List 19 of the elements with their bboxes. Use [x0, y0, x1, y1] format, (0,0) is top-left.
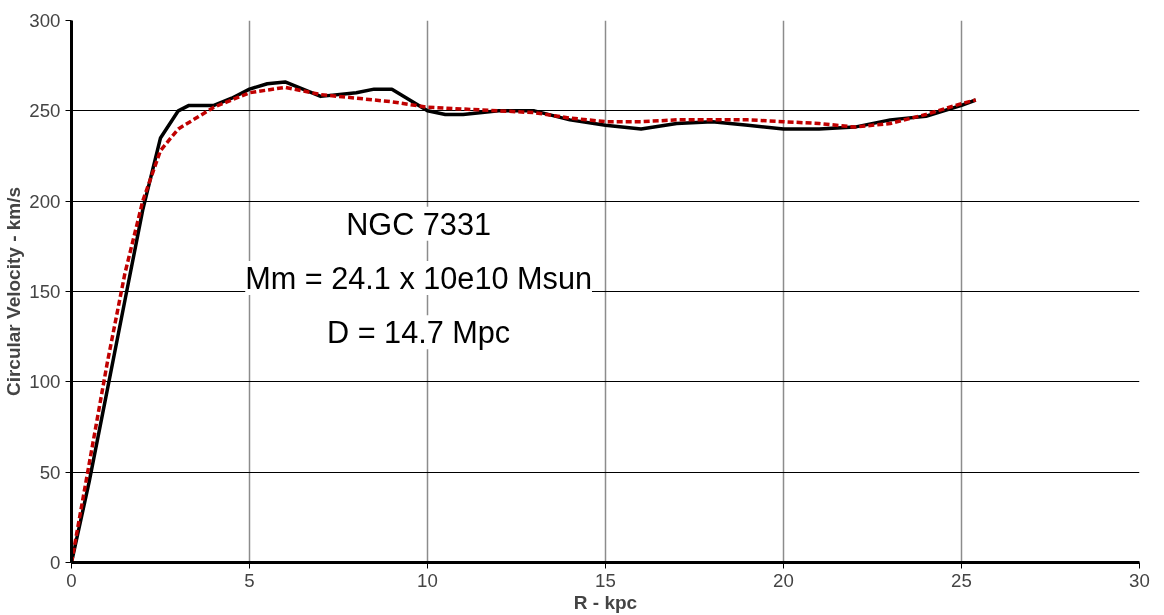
y-tick-label: 200	[29, 190, 61, 212]
x-tick-label: 5	[244, 569, 255, 591]
x-tick-label: 15	[595, 569, 616, 591]
x-axis-title: R - kpc	[573, 591, 638, 613]
x-tick-label: 30	[1129, 569, 1150, 591]
y-tick-label: 300	[29, 10, 61, 31]
x-tick-label: 20	[773, 569, 794, 591]
y-tick-label: 100	[29, 371, 61, 393]
y-tick-label: 150	[29, 281, 61, 302]
y-tick-label: 0	[50, 552, 61, 573]
x-tick-label: 0	[66, 569, 77, 591]
y-axis-title: Circular Velocity - km/s	[3, 186, 25, 397]
y-tick-label: 50	[39, 461, 61, 483]
x-tick-label: 25	[951, 569, 972, 591]
x-tick-label: 10	[417, 569, 438, 591]
y-tick-label: 250	[29, 100, 61, 122]
annotation: Mm = 24.1 x 10e10 Msun	[245, 260, 592, 295]
annotation: NGC 7331	[346, 206, 492, 241]
annotation: D = 14.7 Mpc	[327, 315, 511, 351]
